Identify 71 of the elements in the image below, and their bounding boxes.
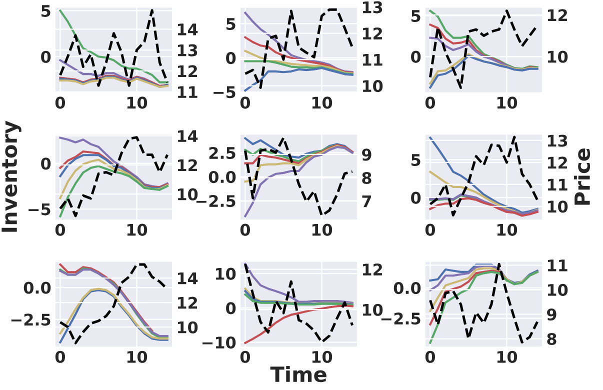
y2-tick-label: 12 bbox=[178, 296, 198, 309]
y-tick-label: 0.0 bbox=[394, 282, 421, 294]
y2-tick-label: 10 bbox=[548, 284, 568, 296]
y-tick-label: 5 bbox=[412, 154, 420, 166]
y2-tick-label: 8 bbox=[362, 172, 372, 184]
y2-tick-label: 13 bbox=[548, 134, 568, 147]
y-tick-label: 0.0 bbox=[208, 170, 236, 184]
y2-tick-label: 12 bbox=[362, 264, 382, 276]
x-axis-title: Time bbox=[270, 366, 326, 382]
y2-tick-label: 10 bbox=[548, 200, 568, 213]
x-tick-label: 0 bbox=[425, 96, 436, 109]
y2-tick-label: 10 bbox=[178, 188, 198, 200]
y2-tick-label: 12 bbox=[548, 9, 568, 21]
x-tick-label: 0 bbox=[240, 350, 250, 363]
y2-tick-label: 14 bbox=[178, 130, 198, 142]
y-tick-label: −5 bbox=[28, 203, 50, 216]
y2-tick-label: 14 bbox=[178, 272, 198, 284]
y-tick-label: −2.5 bbox=[196, 195, 236, 208]
y-tick-label: −2.5 bbox=[381, 312, 420, 325]
y-tick-label: 2.5 bbox=[209, 146, 236, 160]
y2-axis-title: Price bbox=[574, 148, 590, 205]
y-tick-label: 5 bbox=[42, 5, 50, 17]
y2-tick-label: 8 bbox=[547, 332, 556, 346]
y-tick-label: 5 bbox=[226, 18, 236, 30]
y2-tick-label: 11 bbox=[362, 54, 382, 66]
x-tick-label: 10 bbox=[497, 96, 518, 109]
x-tick-label: 10 bbox=[127, 350, 148, 363]
y2-tick-label: 13 bbox=[178, 44, 198, 56]
x-tick-label: 10 bbox=[312, 224, 332, 236]
x-tick-label: 0 bbox=[240, 96, 250, 109]
y2-tick-label: 10 bbox=[178, 321, 198, 334]
y2-tick-label: 9 bbox=[547, 308, 556, 321]
y2-tick-label: 10 bbox=[548, 50, 568, 63]
y-axis-title: Inventory bbox=[2, 120, 22, 232]
y2-tick-label: 13 bbox=[362, 1, 382, 14]
x-tick-label: 0 bbox=[55, 96, 66, 109]
y-tick-label: 0 bbox=[41, 50, 51, 63]
y2-tick-label: 12 bbox=[178, 65, 198, 78]
x-tick-label: 10 bbox=[497, 350, 518, 363]
x-tick-label: 0 bbox=[425, 350, 436, 363]
x-tick-label: 10 bbox=[127, 224, 148, 236]
y-tick-label: 0 bbox=[226, 302, 236, 314]
y-tick-label: −10 bbox=[202, 336, 236, 349]
y2-tick-label: 12 bbox=[362, 27, 382, 40]
y2-tick-label: 11 bbox=[548, 260, 568, 272]
x-tick-label: 10 bbox=[312, 350, 332, 363]
y2-tick-label: 14 bbox=[178, 24, 198, 36]
x-tick-label: 0 bbox=[240, 224, 250, 236]
y-tick-label: 0 bbox=[411, 50, 421, 63]
y2-tick-label: 10 bbox=[362, 304, 383, 316]
y2-tick-label: 9 bbox=[362, 148, 372, 161]
y2-tick-label: 12 bbox=[178, 159, 198, 172]
y-tick-label: 0 bbox=[41, 158, 51, 170]
y-tick-label: −5 bbox=[214, 86, 236, 98]
y2-tick-label: 12 bbox=[548, 156, 568, 169]
y-tick-label: 0 bbox=[411, 192, 421, 204]
y-tick-label: 10 bbox=[216, 268, 236, 280]
y-tick-label: −2.5 bbox=[11, 314, 50, 326]
y2-tick-label: 7 bbox=[362, 196, 372, 208]
x-tick-label: 0 bbox=[55, 350, 66, 363]
y-tick-label: 5 bbox=[412, 10, 420, 22]
x-tick-label: 10 bbox=[127, 96, 148, 109]
x-tick-label: 0 bbox=[425, 224, 436, 236]
y2-tick-label: 10 bbox=[362, 80, 383, 92]
x-tick-label: 10 bbox=[497, 224, 518, 236]
x-tick-label: 0 bbox=[55, 224, 66, 236]
y2-tick-label: 11 bbox=[548, 178, 568, 190]
y-tick-label: 0.0 bbox=[24, 282, 51, 294]
y2-tick-label: 11 bbox=[178, 86, 198, 98]
x-tick-label: 10 bbox=[312, 96, 332, 109]
y-tick-label: 0 bbox=[226, 52, 236, 64]
